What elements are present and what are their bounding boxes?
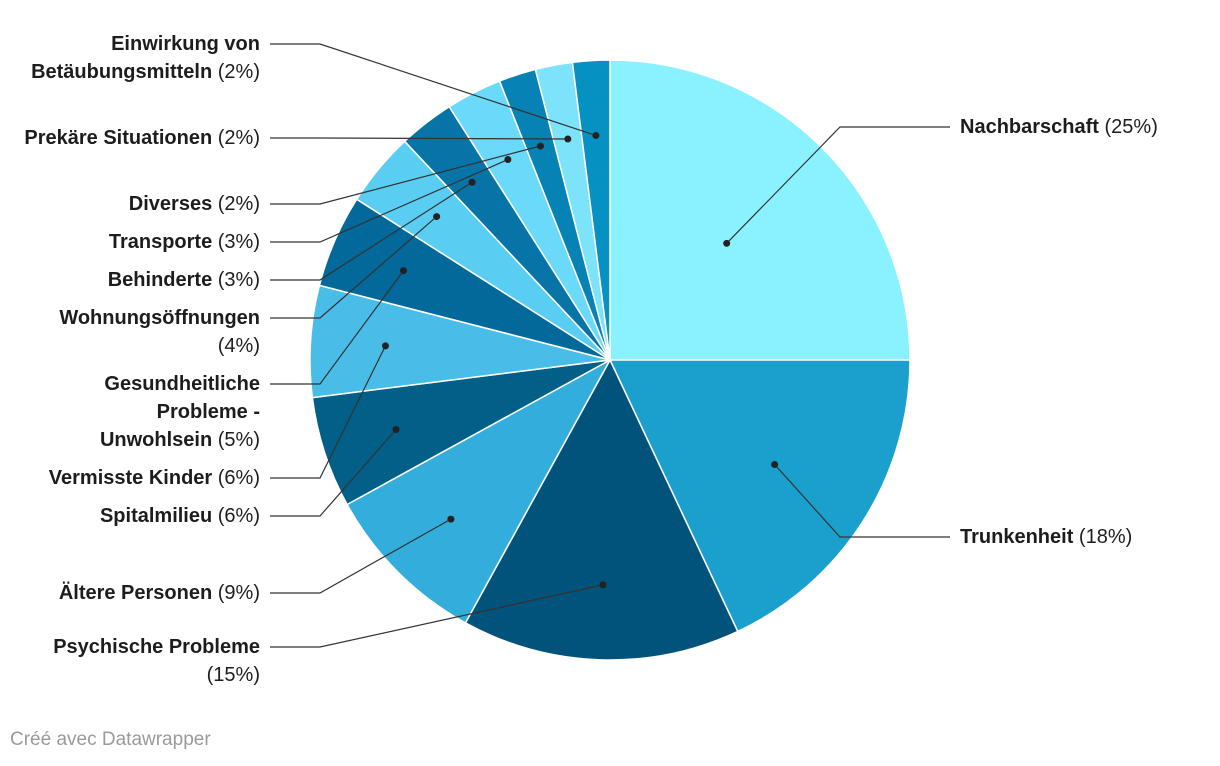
label-percent: (18%) (1078, 526, 1133, 548)
label-transporte: Transporte (3%) (20, 228, 260, 256)
label-diverses: Diverses (2%) (20, 190, 260, 218)
label-percent: (3%) (217, 269, 260, 291)
leader-dot-gesundheitliche-probleme-unwohlsein (400, 267, 408, 275)
leader-dot-einwirkung-von-betaubungsmitteln (592, 131, 600, 139)
label-vermisste-kinder: Vermisste Kinder (6%) (20, 464, 260, 492)
label-psychische-probleme: Psychische Probleme (15%) (20, 633, 260, 689)
leader-line-wohnungsoffnungen (270, 216, 438, 319)
label-percent: (3%) (217, 231, 260, 253)
leader-line-trunkenheit (774, 464, 950, 538)
label-name: Psychische Probleme (53, 636, 260, 658)
label-name: Ältere Personen (58, 582, 213, 604)
label-trunkenheit: Trunkenheit (18%) (960, 523, 1132, 551)
leader-line-psychische-probleme (270, 584, 604, 648)
label-prekare-situationen: Prekäre Situationen (2%) (20, 124, 260, 152)
label-name: Nachbarschaft (960, 116, 1099, 138)
leader-dot-spitalmilieu (392, 426, 400, 434)
leader-dot-trunkenheit (771, 460, 779, 468)
label-percent: (6%) (217, 467, 260, 489)
label-percent: (4%) (217, 335, 260, 357)
credit-footer[interactable]: Créé avec Datawrapper (10, 729, 211, 750)
label-name: Diverses (128, 193, 213, 215)
leader-line-altere-personen (270, 518, 452, 594)
slice-einwirkung-von-betaubungsmitteln[interactable] (571, 59, 611, 361)
label-percent: (25%) (1104, 116, 1158, 138)
leader-dot-vermisste-kinder (381, 342, 389, 350)
leader-dot-altere-personen (447, 515, 455, 523)
leader-dot-prekare-situationen (564, 135, 572, 143)
leader-line-behinderte (270, 181, 473, 281)
label-gesundheitliche-probleme-unwohlsein: Gesundheitliche Probleme - Unwohlsein (5… (60, 370, 260, 454)
leader-line-diverses (270, 145, 541, 205)
slice-altere-personen[interactable] (346, 358, 612, 624)
slice-trunkenheit[interactable] (608, 359, 911, 633)
label-name: Behinderte (107, 269, 213, 291)
label-percent: (9%) (217, 582, 260, 604)
leader-dot-behinderte (468, 178, 476, 186)
leader-dot-diverses (536, 142, 544, 150)
label-wohnungsoffnungen: Wohnungsöffnungen (4%) (20, 304, 260, 360)
leader-line-gesundheitliche-probleme-unwohlsein (270, 270, 404, 385)
label-name: Prekäre Situationen (24, 127, 213, 149)
label-percent: (2%) (217, 193, 260, 215)
leader-dot-wohnungsoffnungen (433, 213, 441, 221)
leader-dot-transporte (504, 156, 512, 164)
label-behinderte: Behinderte (3%) (20, 266, 260, 294)
label-percent: (5%) (217, 429, 260, 451)
label-percent: (6%) (217, 505, 260, 527)
label-percent: (2%) (217, 61, 260, 83)
slice-psychische-probleme[interactable] (464, 358, 739, 661)
leader-line-vermisste-kinder (270, 345, 386, 479)
label-name: Transporte (108, 231, 213, 253)
leader-line-transporte (270, 158, 509, 243)
label-percent: (2%) (217, 127, 260, 149)
label-nachbarschaft: Nachbarschaft (25%) (960, 113, 1158, 141)
slice-nachbarschaft[interactable] (609, 59, 911, 361)
leader-line-prekare-situationen (270, 137, 568, 140)
label-altere-personen: Ältere Personen (9%) (20, 579, 260, 607)
label-name: Gesundheitliche Probleme - Unwohlsein (99, 373, 260, 451)
label-einwirkung-von-betaubungsmitteln: Einwirkung von Betäubungsmitteln (2%) (20, 30, 260, 86)
leader-line-einwirkung-von-betaubungsmitteln (270, 43, 597, 137)
leader-lines (270, 43, 950, 648)
label-name: Einwirkung von Betäubungsmitteln (31, 33, 260, 83)
leader-dot-nachbarschaft (723, 239, 731, 247)
label-name: Wohnungsöffnungen (59, 307, 260, 329)
label-percent: (15%) (206, 664, 260, 686)
leader-line-nachbarschaft (726, 126, 950, 244)
leader-dot-psychische-probleme (599, 581, 607, 589)
label-name: Spitalmilieu (99, 505, 213, 527)
label-name: Trunkenheit (960, 526, 1074, 548)
pie-slices (309, 59, 911, 661)
label-spitalmilieu: Spitalmilieu (6%) (20, 502, 260, 530)
leader-line-spitalmilieu (270, 429, 397, 517)
label-name: Vermisste Kinder (48, 467, 213, 489)
